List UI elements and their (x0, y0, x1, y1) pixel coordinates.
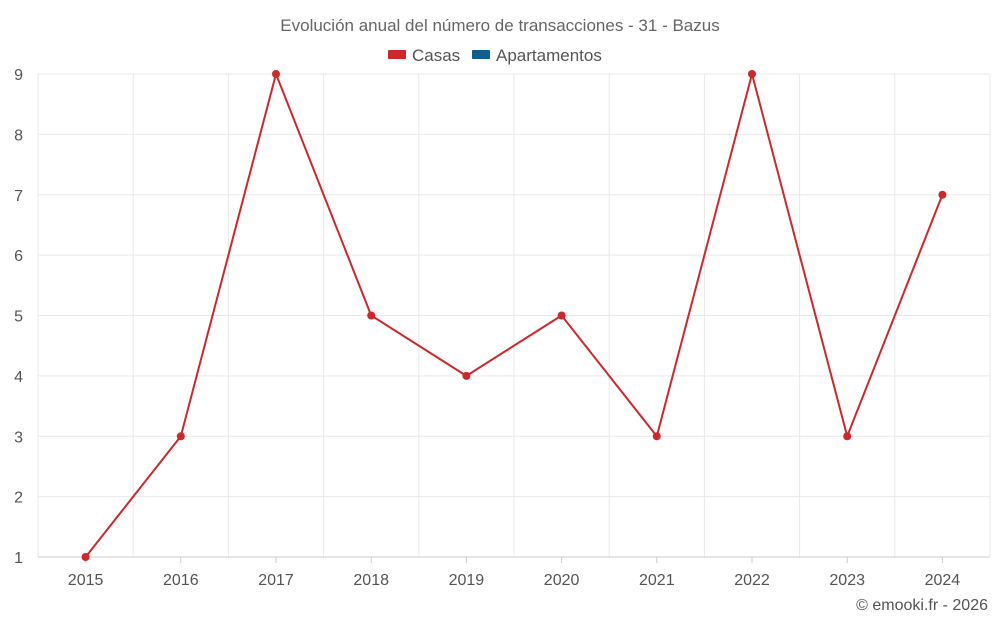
y-tick-label: 9 (14, 67, 23, 84)
y-tick-label: 8 (14, 127, 23, 144)
y-axis: 1 2 3 4 5 6 7 8 9 (14, 67, 23, 567)
data-point-casas-2019[interactable] (462, 371, 471, 380)
data-point-casas-2017[interactable] (272, 70, 280, 78)
legend-item-casas[interactable]: Casas (388, 46, 460, 65)
data-point-casas-2015[interactable] (81, 553, 90, 561)
y-tick-label: 7 (14, 188, 23, 205)
y-tick-label: 2 (14, 490, 23, 507)
legend-swatch-casas (388, 50, 406, 59)
data-point-casas-2022[interactable] (748, 70, 756, 78)
x-tick-label: 2020 (544, 572, 580, 589)
y-tick-label: 6 (14, 248, 23, 265)
data-point-casas-2024[interactable] (938, 190, 947, 199)
x-axis: 2015 2016 2017 2018 2019 2020 2021 2022 2023 2024 (38, 556, 990, 589)
x-tick-label: 2021 (639, 572, 675, 589)
legend-label-apartamentos: Apartamentos (496, 46, 602, 65)
x-tick-label: 2017 (258, 572, 294, 589)
series-casas (81, 70, 947, 561)
data-point-casas-2020[interactable] (557, 311, 566, 320)
data-point-casas-2023[interactable] (843, 432, 852, 441)
legend-item-apartamentos[interactable]: Apartamentos (472, 46, 602, 65)
gridlines (37, 73, 991, 557)
y-tick-label: 3 (14, 429, 23, 446)
chart-title: Evolución anual del número de transaccio… (280, 16, 719, 35)
legend-swatch-apartamentos (472, 50, 490, 59)
series-line-casas (84, 73, 944, 558)
x-tick-label: 2024 (925, 572, 961, 589)
data-point-casas-2021[interactable] (652, 432, 661, 441)
legend: Casas Apartamentos (388, 46, 602, 65)
x-tick-label: 2015 (68, 572, 104, 589)
data-point-casas-2018[interactable] (367, 311, 376, 320)
y-tick-label: 1 (14, 550, 23, 567)
x-tick-label: 2018 (353, 572, 389, 589)
data-point-casas-2016[interactable] (176, 432, 185, 441)
y-tick-label: 4 (14, 369, 23, 386)
x-tick-label: 2019 (449, 572, 485, 589)
credit-text: © emooki.fr - 2026 (856, 597, 988, 614)
x-tick-label: 2016 (163, 572, 199, 589)
legend-label-casas: Casas (412, 46, 460, 65)
x-tick-label: 2023 (829, 572, 865, 589)
x-tick-label: 2022 (734, 572, 770, 589)
y-tick-label: 5 (14, 309, 23, 326)
